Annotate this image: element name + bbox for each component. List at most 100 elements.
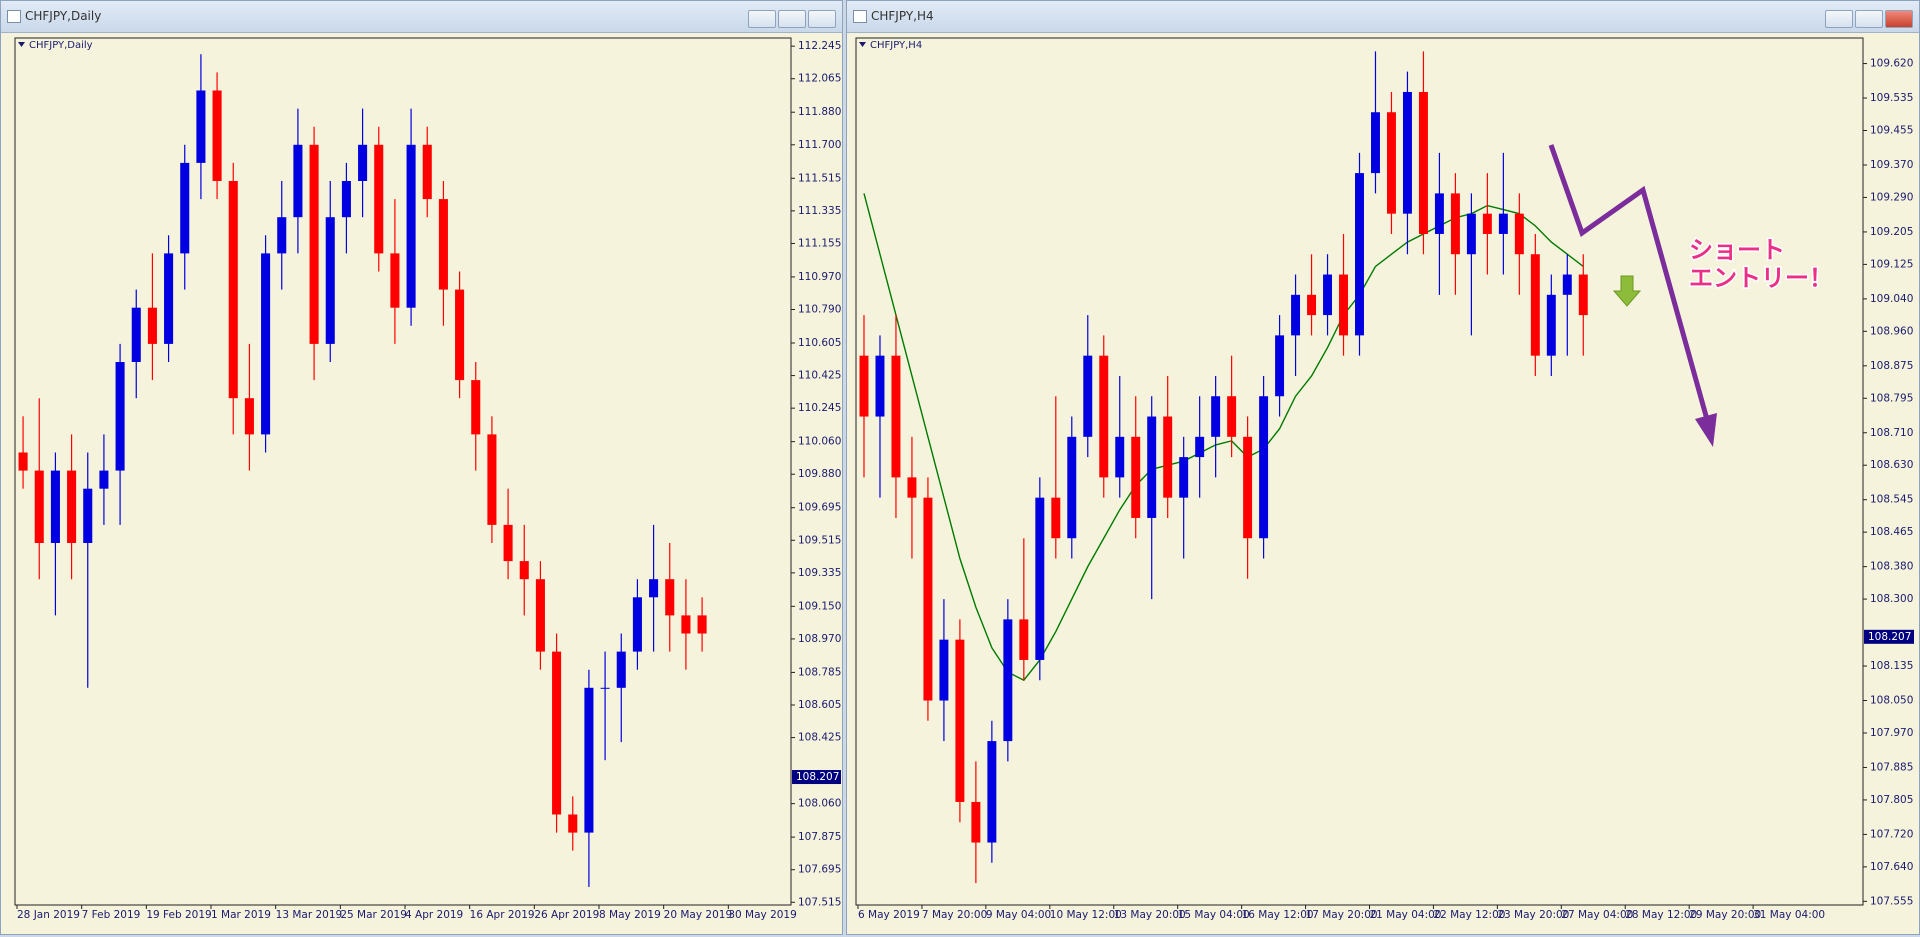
y-tick-label: 109.620: [1870, 58, 1913, 70]
y-tick-label: 108.050: [1870, 695, 1913, 707]
candle-body: [1498, 213, 1508, 234]
candle-body: [180, 162, 190, 254]
x-tick-label: 19 Feb 2019: [146, 909, 211, 921]
candle-body: [1259, 396, 1269, 539]
y-tick-label: 107.805: [1870, 794, 1913, 806]
price-label: 108.207: [1868, 631, 1911, 643]
candle-body: [584, 687, 594, 833]
y-tick-label: 108.605: [798, 699, 841, 711]
y-tick-label: 107.885: [1870, 761, 1913, 773]
candle-body: [1386, 112, 1396, 214]
candle-body: [228, 180, 238, 399]
candle-body: [1211, 396, 1221, 437]
candle-body: [1275, 335, 1285, 397]
candle-body: [907, 477, 917, 498]
candle-body: [1035, 497, 1045, 660]
candle-body: [1402, 91, 1412, 214]
plot-frame: [855, 37, 1864, 906]
y-tick-label: 110.605: [798, 337, 841, 349]
y-tick-label: 111.155: [798, 237, 841, 249]
candle-body: [50, 470, 60, 543]
y-tick-label: 107.720: [1870, 828, 1913, 840]
y-tick-label: 111.335: [798, 205, 841, 217]
x-tick-label: 7 Feb 2019: [82, 909, 141, 921]
candle-body: [987, 741, 997, 843]
candle-body: [616, 651, 626, 688]
candle-body: [34, 470, 44, 543]
candle-body: [293, 144, 303, 218]
x-tick-label: 16 May 12:00: [1242, 909, 1314, 921]
y-tick-label: 108.960: [1870, 325, 1913, 337]
x-tick-label: 20 May 2019: [664, 909, 732, 921]
maximize-button[interactable]: [1855, 10, 1883, 28]
y-tick-label: 112.065: [798, 73, 841, 85]
candle-body: [1083, 355, 1093, 437]
candle-body: [374, 144, 384, 254]
candle-body: [1371, 112, 1380, 174]
y-tick-label: 107.970: [1870, 727, 1913, 739]
label-arrow: [18, 42, 25, 47]
y-tick-label: 108.875: [1870, 360, 1913, 372]
x-tick-label: 30 May 2019: [728, 909, 796, 921]
price-marker: [792, 770, 841, 785]
plot-frame: [14, 37, 792, 906]
x-tick-label: 9 May 04:00: [986, 909, 1051, 921]
y-tick-label: 108.785: [798, 666, 841, 678]
candle-body: [923, 497, 933, 701]
x-tick-label: 16 Apr 2019: [470, 909, 535, 921]
x-tick-label: 22 May 12:00: [1433, 909, 1505, 921]
y-tick-label: 109.290: [1870, 191, 1913, 203]
candle-body: [552, 651, 562, 815]
y-tick-label: 110.970: [798, 271, 841, 283]
y-tick-label: 107.875: [798, 831, 841, 843]
candle-body: [325, 217, 335, 344]
y-tick-label: 107.515: [798, 896, 841, 908]
x-tick-label: 29 May 20:00: [1689, 909, 1761, 921]
x-tick-label: 31 May 04:00: [1753, 909, 1825, 921]
y-tick-label: 110.425: [798, 370, 841, 382]
candle-body: [341, 180, 351, 218]
candle-body: [665, 579, 675, 616]
window-title: CHFJPY,H4: [871, 9, 934, 23]
y-tick-label: 109.880: [798, 468, 841, 480]
y-tick-label: 109.535: [1870, 92, 1913, 104]
candle-body: [1131, 436, 1141, 518]
x-tick-label: 4 Apr 2019: [405, 909, 463, 921]
candle-body: [1323, 274, 1333, 316]
minimize-button[interactable]: [748, 10, 776, 28]
y-tick-label: 110.790: [798, 304, 841, 316]
candle-body: [422, 144, 432, 200]
candle-body: [1418, 91, 1428, 234]
x-tick-label: 17 May 20:00: [1306, 909, 1378, 921]
close-button[interactable]: [1885, 10, 1913, 28]
candle-body: [277, 217, 287, 254]
minimize-button[interactable]: [1825, 10, 1853, 28]
candle-body: [1450, 193, 1460, 255]
candle-body: [196, 90, 206, 163]
y-tick-label: 109.040: [1870, 293, 1913, 305]
candle-body: [503, 524, 513, 562]
annotation-arrow: [1548, 144, 1711, 424]
y-tick-label: 109.455: [1870, 125, 1913, 137]
candle-body: [939, 639, 949, 701]
y-tick-label: 109.125: [1870, 258, 1913, 270]
chart: CHFJPY,Daily 112.245 112.065 111.880 111.70…: [14, 37, 841, 921]
x-tick-label: 28 May 12:00: [1625, 909, 1697, 921]
candle-body: [244, 398, 254, 435]
candle-body: [261, 253, 271, 435]
y-tick-label: 108.795: [1870, 392, 1913, 404]
candle-body: [535, 579, 545, 652]
x-tick-label: 10 May 12:00: [1050, 909, 1122, 921]
candle-body: [955, 639, 965, 802]
candle-body: [875, 355, 885, 417]
y-tick-label: 108.300: [1870, 593, 1913, 605]
x-tick-label: 13 May 20:00: [1114, 909, 1186, 921]
candle-body: [99, 470, 109, 489]
y-tick-label: 108.425: [798, 732, 841, 744]
x-tick-label: 25 Mar 2019: [340, 909, 407, 921]
x-tick-label: 21 May 04:00: [1369, 909, 1441, 921]
candle-body: [891, 355, 901, 478]
maximize-button[interactable]: [778, 10, 806, 28]
close-button[interactable]: [808, 10, 836, 28]
